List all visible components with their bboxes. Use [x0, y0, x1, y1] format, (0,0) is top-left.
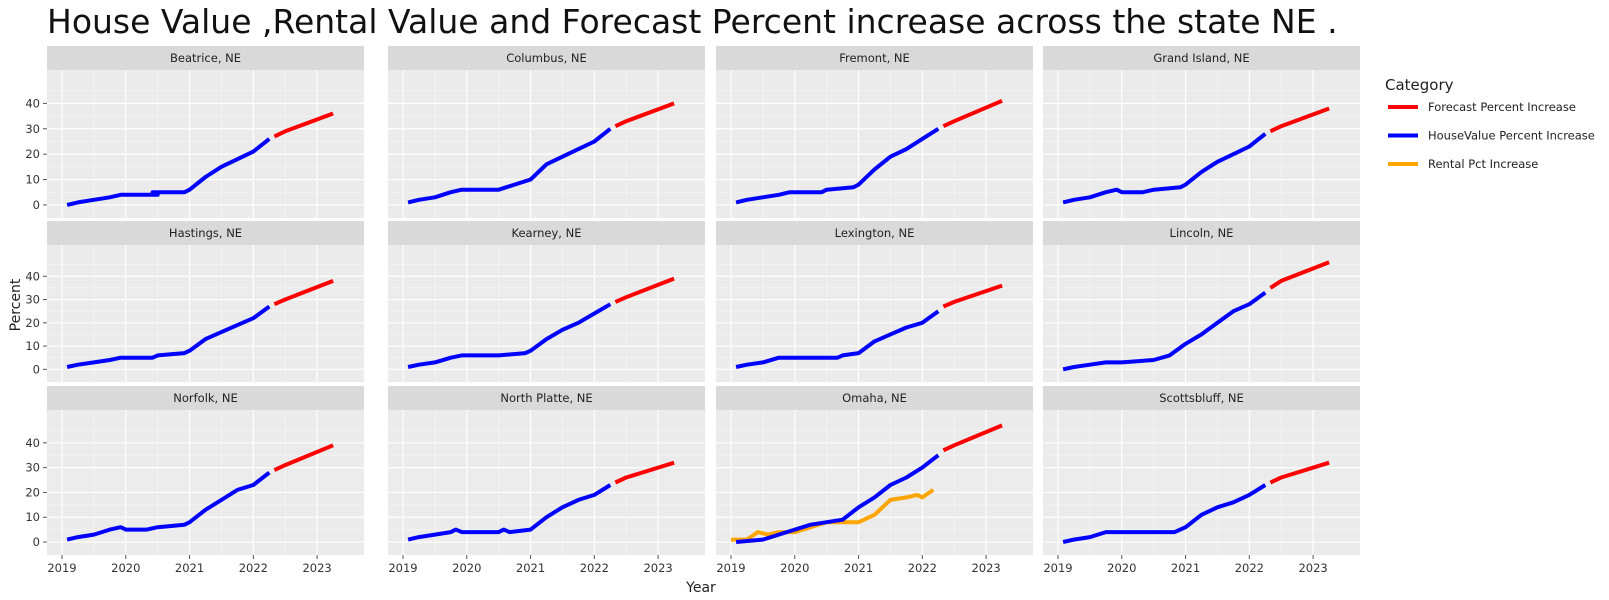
x-axis-title: Year	[685, 580, 716, 596]
x-tick-label: 2023	[971, 561, 1000, 575]
series-line-forecast-lincoln-ne	[1269, 260, 1330, 290]
facet-strip	[716, 46, 1033, 70]
facet-strip	[716, 386, 1033, 410]
y-axis-title: Percent	[8, 278, 24, 331]
y-tick-label: 10	[25, 173, 40, 187]
y-tick-label: 30	[25, 461, 40, 475]
facet-strip	[47, 386, 364, 410]
series-line-forecast-fremont-ne	[942, 98, 1003, 129]
legend-title: Category	[1385, 76, 1454, 94]
x-tick-label: 2022	[908, 561, 937, 575]
facet-strip	[388, 221, 705, 245]
series-line-house-fremont-ne	[735, 127, 940, 205]
facet-strip	[47, 46, 364, 70]
series-line-forecast-scottsbluff-ne	[1269, 460, 1330, 485]
y-tick-label: 0	[33, 362, 40, 376]
series-line-forecast-hastings-ne	[273, 279, 334, 307]
series-line-house-hastings-ne	[66, 304, 271, 369]
y-tick-label: 20	[25, 316, 40, 330]
facet-strip	[388, 46, 705, 70]
facet-strip-label: North Platte, NE	[500, 391, 592, 405]
facet-strip-label: Omaha, NE	[842, 391, 907, 405]
x-tick-label: 2020	[452, 561, 481, 575]
facet-strip	[1043, 46, 1360, 70]
facet-strip-label: Fremont, NE	[839, 51, 910, 65]
series-line-house-kearney-ne	[407, 302, 612, 369]
x-tick-label: 2023	[643, 561, 672, 575]
series-line-forecast-grand-island-ne	[1269, 106, 1330, 134]
legend-label: Rental Pct Increase	[1428, 157, 1538, 171]
y-tick-label: 10	[25, 339, 40, 353]
y-tick-label: 30	[25, 122, 40, 136]
y-tick-label: 10	[25, 510, 40, 524]
x-tick-label: 2019	[388, 561, 417, 575]
series-line-house-grand-island-ne	[1062, 132, 1267, 205]
x-tick-label: 2020	[780, 561, 809, 575]
x-tick-label: 2023	[302, 561, 331, 575]
x-tick-label: 2021	[844, 561, 873, 575]
facet-strip-label: Scottsbluff, NE	[1159, 391, 1244, 405]
page-title: House Value ,Rental Value and Forecast P…	[47, 2, 1338, 41]
facet-strip-label: Hastings, NE	[169, 226, 242, 240]
x-tick-label: 2019	[47, 561, 76, 575]
facet-strip-label: Lincoln, NE	[1170, 226, 1234, 240]
x-tick-label: 2022	[1235, 561, 1264, 575]
plot-panel	[716, 70, 1033, 218]
series-line-forecast-north-platte-ne	[614, 460, 675, 485]
plot-panel	[47, 70, 364, 218]
x-tick-label: 2022	[239, 561, 268, 575]
facet-strip	[1043, 386, 1360, 410]
facet-strip-label: Lexington, NE	[835, 226, 915, 240]
y-tick-label: 0	[33, 535, 40, 549]
series-line-forecast-kearney-ne	[614, 276, 675, 304]
y-tick-label: 40	[25, 96, 40, 110]
facet-strip	[1043, 221, 1360, 245]
series-line-forecast-norfolk-ne	[273, 443, 334, 472]
series-line-forecast-columbus-ne	[614, 101, 675, 129]
series-line-house-scottsbluff-ne	[1062, 483, 1267, 544]
x-tick-label: 2020	[111, 561, 140, 575]
series-line-house-omaha-ne	[735, 453, 940, 544]
plot-panel	[1043, 410, 1360, 555]
series-line-house-columbus-ne	[407, 127, 612, 205]
plot-panel	[47, 245, 364, 382]
facet-strip-label: Norfolk, NE	[173, 391, 238, 405]
x-tick-label: 2021	[175, 561, 204, 575]
x-tick-label: 2020	[1107, 561, 1136, 575]
x-tick-label: 2022	[580, 561, 609, 575]
series-line-house-lincoln-ne	[1062, 290, 1267, 372]
y-tick-label: 30	[25, 293, 40, 307]
y-tick-label: 0	[33, 198, 40, 212]
x-tick-label: 2019	[716, 561, 745, 575]
facet-strip-label: Kearney, NE	[512, 226, 582, 240]
plot-panel	[1043, 245, 1360, 382]
facet-strip-label: Beatrice, NE	[170, 51, 241, 65]
legend-label: Forecast Percent Increase	[1428, 100, 1576, 114]
x-tick-label: 2019	[1043, 561, 1072, 575]
facet-strip	[47, 221, 364, 245]
series-line-house-beatrice-ne	[66, 137, 271, 207]
x-tick-label: 2023	[1298, 561, 1327, 575]
facet-strip	[716, 221, 1033, 245]
series-line-forecast-beatrice-ne	[273, 111, 334, 139]
y-tick-label: 40	[25, 269, 40, 283]
legend-label: HouseValue Percent Increase	[1428, 129, 1595, 143]
x-tick-label: 2021	[516, 561, 545, 575]
facet-strip-label: Grand Island, NE	[1153, 51, 1249, 65]
facet-strip-label: Columbus, NE	[506, 51, 587, 65]
y-tick-label: 40	[25, 436, 40, 450]
y-tick-label: 20	[25, 147, 40, 161]
series-line-house-norfolk-ne	[66, 471, 271, 542]
series-line-house-north-platte-ne	[407, 483, 612, 542]
y-tick-label: 20	[25, 485, 40, 499]
series-line-forecast-lexington-ne	[942, 283, 1003, 309]
x-tick-label: 2021	[1171, 561, 1200, 575]
plot-panel	[388, 410, 705, 555]
facet-strip	[388, 386, 705, 410]
series-line-forecast-omaha-ne	[942, 423, 1003, 453]
series-line-house-lexington-ne	[735, 309, 940, 369]
